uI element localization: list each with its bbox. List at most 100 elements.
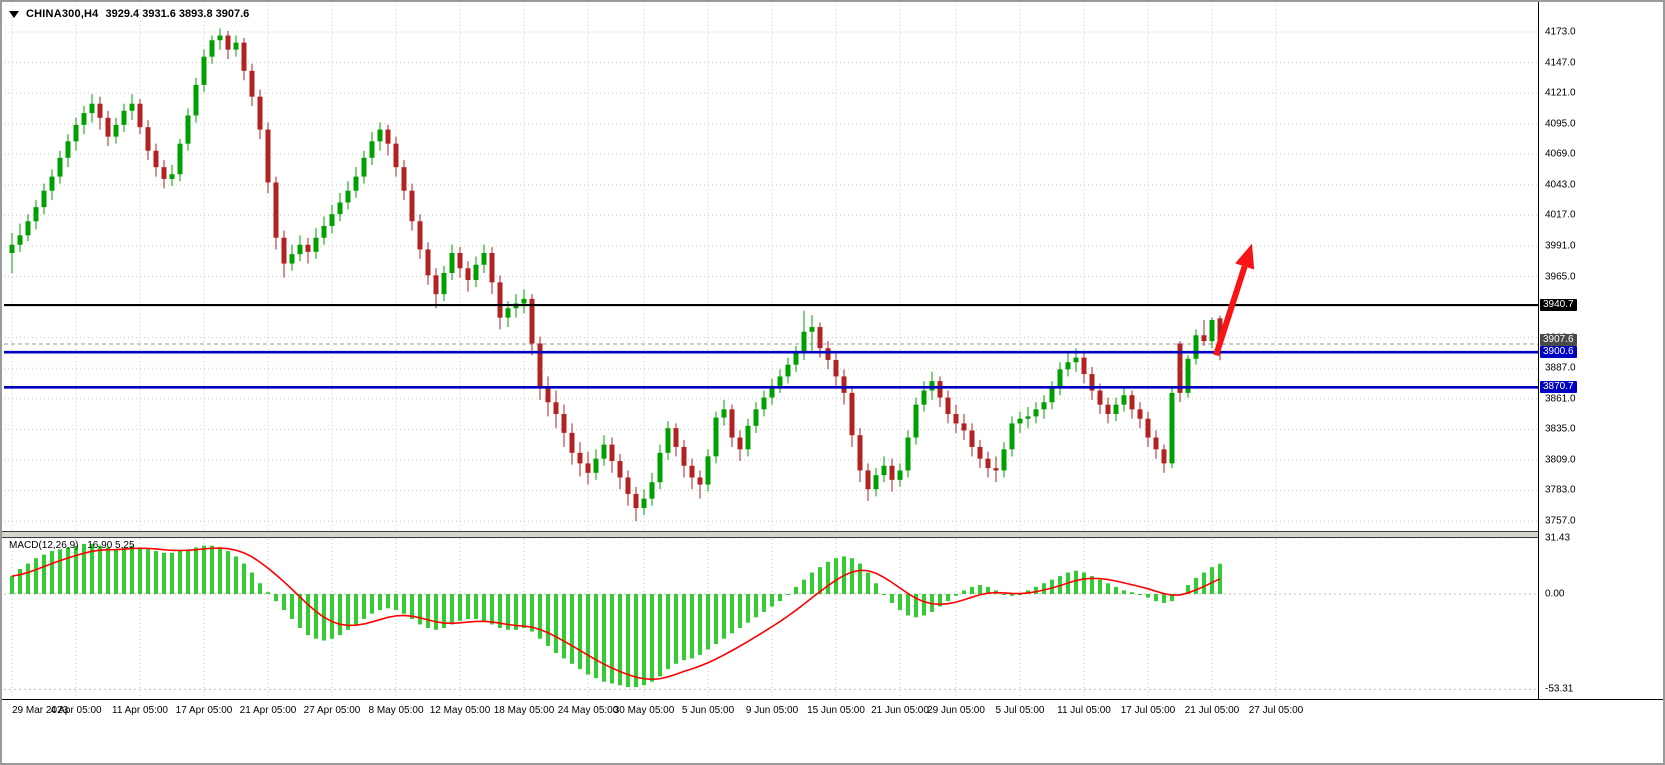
candle-body [873, 475, 879, 490]
price-axis-label: 4043.0 [1545, 179, 1576, 191]
macd-bar [338, 594, 342, 636]
macd-bar [138, 547, 142, 594]
macd-bar [298, 594, 302, 629]
macd-bar [658, 594, 662, 677]
time-axis-label: 21 Jun 05:00 [871, 705, 929, 716]
candle-body [841, 376, 847, 393]
macd-bar [650, 594, 654, 682]
candle-body [953, 414, 959, 424]
candle-body [385, 129, 391, 144]
trend-arrow[interactable] [1213, 243, 1255, 357]
macd-bar [114, 549, 118, 594]
macd-bar [354, 594, 358, 625]
macd-bar [1186, 585, 1190, 594]
candle-body [1121, 395, 1127, 405]
time-axis[interactable]: 29 Mar 2023 4 Apr 05:00 11 Apr 05:00 17 Apr… [2, 699, 1663, 763]
macd-bar [890, 594, 894, 603]
time-axis-label: 5 Jul 05:00 [995, 705, 1045, 716]
candle-body [97, 103, 103, 118]
candle-body [89, 103, 95, 114]
macd-bar [186, 549, 190, 594]
candle-body [897, 470, 903, 480]
macd-bar [410, 594, 414, 620]
macd-bar [1138, 594, 1142, 595]
macd-bar [610, 594, 614, 684]
candle-body [1065, 362, 1071, 370]
macd-bar [626, 594, 630, 688]
candle-body [121, 110, 127, 125]
candle-body [57, 157, 63, 177]
macd-bar [370, 594, 374, 614]
chart-header: CHINA300,H4 3929.4 3931.6 3893.8 3907.6 [9, 8, 249, 20]
macd-bar [122, 547, 126, 594]
candle-body [257, 96, 263, 130]
candle-body [777, 376, 783, 386]
candle-body [537, 343, 543, 389]
macd-bar [642, 594, 646, 686]
macd-bar [794, 586, 798, 594]
macd-bar [346, 594, 350, 630]
macd-bar [250, 572, 254, 594]
candle-body [1001, 449, 1007, 471]
macd-bar [570, 594, 574, 664]
macd-bar [946, 594, 950, 602]
macd-bar [762, 594, 766, 612]
time-axis-label: 11 Jul 05:00 [1057, 705, 1111, 716]
candle-body [49, 176, 55, 191]
macd-bar [922, 594, 926, 616]
macd-bar [674, 594, 678, 664]
candle-body [345, 190, 351, 203]
macd-bar [418, 594, 422, 625]
chevron-down-icon[interactable] [9, 10, 19, 18]
macd-bar [746, 594, 750, 623]
candle-body [1025, 416, 1031, 419]
candle-body [881, 465, 887, 476]
macd-bar [1146, 594, 1150, 598]
candle-body [65, 141, 71, 158]
candle-body [329, 214, 335, 226]
candle-body [233, 42, 239, 50]
price-axis[interactable]: 4173.0 4147.0 4121.0 4095.0 4069.0 4043.0 4017… [1539, 2, 1663, 699]
candle-body [401, 167, 407, 191]
candle-body [1177, 343, 1183, 393]
macd-bar [1090, 576, 1094, 594]
macd-bar [1034, 586, 1038, 594]
candle-body [585, 463, 591, 473]
macd-bar [818, 567, 822, 594]
macd-bar [218, 547, 222, 594]
macd-bar [18, 568, 22, 594]
axis-divider [1538, 2, 1539, 699]
candle-body [305, 244, 311, 252]
candle-body [913, 404, 919, 438]
candle-body [321, 225, 327, 238]
time-axis-label: 12 May 05:00 [429, 705, 491, 716]
macd-bar [434, 594, 438, 630]
candle-body [905, 437, 911, 471]
candle-body [929, 381, 935, 391]
macd-bar [378, 594, 382, 611]
macd-bar [1098, 579, 1102, 594]
time-axis-label: 5 Jun 05:00 [681, 705, 735, 716]
macd-bar [10, 576, 14, 594]
macd-bar [474, 594, 478, 620]
macd-bar [914, 594, 918, 618]
price-axis-label: 4173.0 [1545, 26, 1576, 38]
macd-bar [482, 594, 486, 621]
macd-bar [602, 594, 606, 682]
candle-body [1105, 404, 1111, 415]
macd-bar [882, 594, 886, 595]
candle-body [785, 364, 791, 377]
candle-body [481, 252, 487, 265]
macd-bar [522, 594, 526, 629]
candle-body [833, 359, 839, 377]
macd-axis-label: 31.43 [1545, 532, 1571, 544]
candle-body [129, 103, 135, 111]
candle-body [409, 190, 415, 222]
macd-bar [1154, 594, 1158, 602]
chart-canvas[interactable] [2, 2, 1665, 699]
panel-splitter[interactable] [2, 531, 1663, 538]
macd-bar [442, 594, 446, 629]
time-axis-label: 18 May 05:00 [493, 705, 555, 716]
candle-body [161, 167, 167, 179]
